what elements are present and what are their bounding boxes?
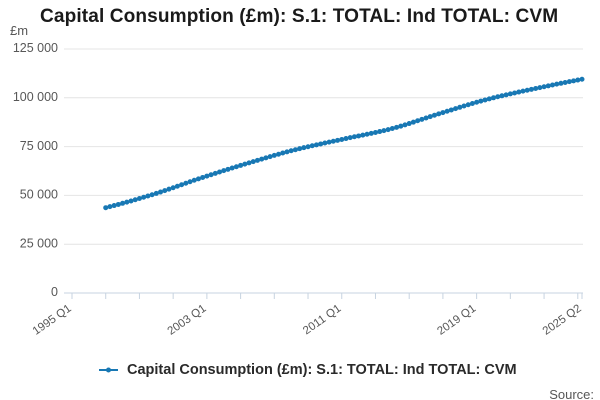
svg-text:125 000: 125 000 bbox=[13, 41, 58, 55]
svg-text:2019 Q1: 2019 Q1 bbox=[435, 303, 478, 338]
svg-text:0: 0 bbox=[51, 285, 58, 299]
svg-text:1995 Q1: 1995 Q1 bbox=[31, 303, 74, 338]
svg-text:2011 Q1: 2011 Q1 bbox=[301, 303, 343, 338]
svg-text:50 000: 50 000 bbox=[20, 188, 58, 202]
svg-text:2003 Q1: 2003 Q1 bbox=[166, 303, 209, 338]
svg-text:75 000: 75 000 bbox=[20, 139, 58, 153]
svg-text:100 000: 100 000 bbox=[13, 90, 58, 104]
svg-text:2025 Q2: 2025 Q2 bbox=[541, 303, 584, 338]
svg-text:25 000: 25 000 bbox=[20, 236, 58, 250]
